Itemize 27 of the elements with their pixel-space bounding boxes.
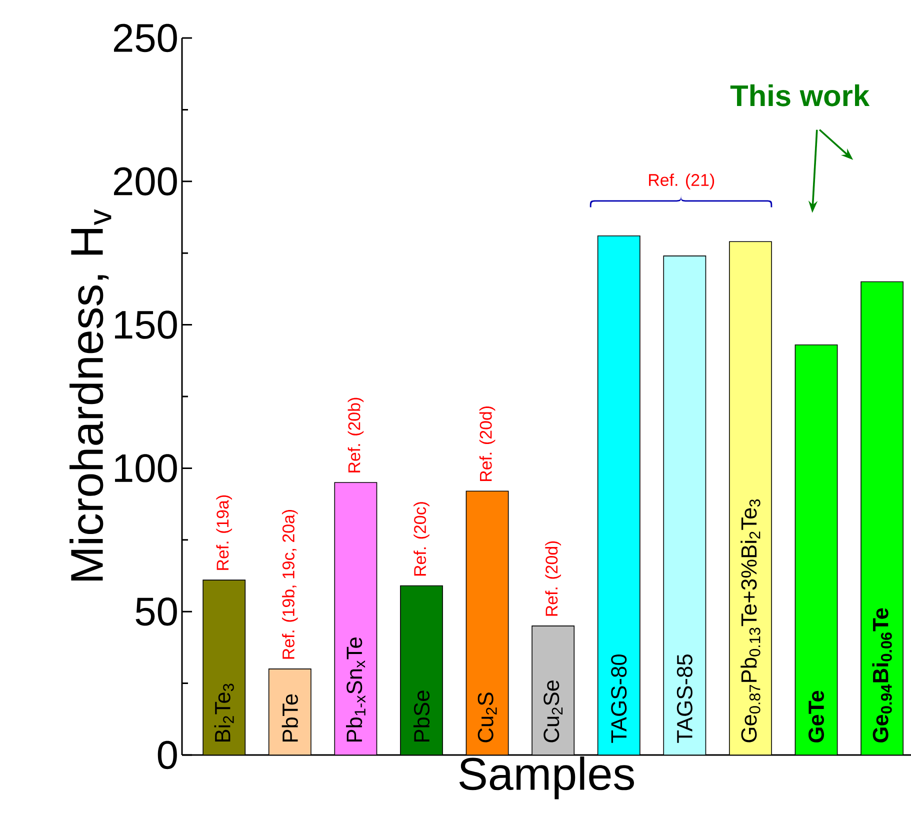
- y-tick-label: 0: [158, 740, 177, 770]
- x-axis-title: Samples: [459, 756, 634, 800]
- annotation: This work: [730, 84, 870, 106]
- annotation: Ref. (20d): [479, 406, 496, 481]
- annotation: Ref. (19b, 19c, 20a): [282, 510, 298, 659]
- y-axis-title: Microhardness, H$_{v}$: [70, 209, 112, 581]
- x-tick-label: Pb$_{1-x}$Sn$_{x}$Te: [346, 638, 366, 742]
- category-label: Ge$_{0.94}$Bi$_{0.06}$Te: [872, 608, 892, 742]
- x-tick-label: Cu$_{2}$S: [478, 692, 497, 742]
- y-tick-label: 50: [136, 597, 177, 626]
- x-tick-label: Cu$_{2}$Se: [544, 680, 563, 742]
- x-tick-label: TAGS-85: [676, 654, 692, 743]
- x-tick-label: PbSe: [413, 690, 430, 742]
- x-tick-label: Bi$_{2}$Te$_{3}$: [214, 684, 234, 742]
- annotation: Ref. (19a): [216, 495, 232, 570]
- annotation: Ref. (20c): [414, 502, 430, 576]
- annotation: Ref. (21): [649, 174, 714, 190]
- x-tick-label: Ge$_{0.87}$Pb$_{0.13}$Te+3%Bi$_{2}$Te$_{3}$: [740, 499, 760, 742]
- x-tick-label: TAGS-80: [611, 654, 627, 743]
- x-tick-label: GeTe: [808, 690, 824, 742]
- y-tick-label: 150: [115, 310, 177, 339]
- y-tick-label: 200: [114, 167, 177, 196]
- x-tick-label: PbTe: [282, 694, 298, 742]
- y-tick-label: 250: [114, 24, 177, 52]
- annotation: Ref. (20d): [545, 541, 561, 616]
- y-tick-label: 100: [115, 454, 177, 482]
- annotation: Ref. (20b): [348, 398, 364, 472]
